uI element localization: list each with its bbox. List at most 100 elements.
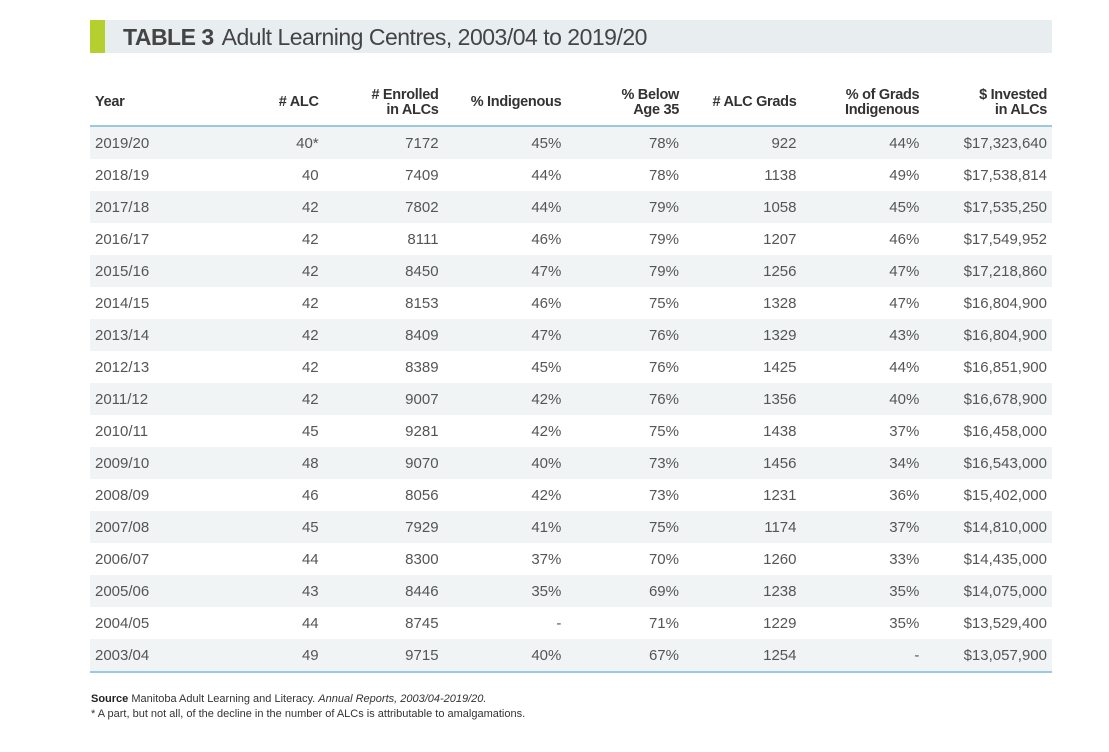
table-cell: 2018/19 <box>95 166 150 184</box>
column-header: % Below Age 35 <box>621 86 679 118</box>
table-cell: $16,458,000 <box>963 422 1047 440</box>
table-cell: 42% <box>531 422 562 440</box>
table-title-text: Adult Learning Centres, 2003/04 to 2019/… <box>221 24 648 50</box>
table-cell: 42% <box>531 486 562 504</box>
table-cell: 42 <box>301 358 319 376</box>
table-cell: 9070 <box>405 454 439 472</box>
table-cell: 7172 <box>405 134 439 152</box>
table-cell: $16,678,900 <box>963 390 1047 408</box>
table-cell: 41% <box>531 518 562 536</box>
column-header: % Indigenous <box>470 94 562 110</box>
table-cell: 8745 <box>405 614 439 632</box>
table-cell: 47% <box>889 262 920 280</box>
table-cell: 48 <box>301 454 319 472</box>
accent-bar <box>90 20 105 53</box>
table-cell: 33% <box>889 550 920 568</box>
data-table: Year # ALC # Enrolled in ALCs % Indigenous % … <box>90 80 1052 673</box>
table-cell: 1456 <box>763 454 797 472</box>
table-cell: $14,810,000 <box>963 518 1047 536</box>
table-cell: 8056 <box>405 486 439 504</box>
table-row: 2009/10 48 9070 40% 73% 1456 34% $16,543,000 <box>90 447 1052 479</box>
table-cell: 7409 <box>405 166 439 184</box>
table-cell: $17,549,952 <box>963 230 1047 248</box>
table-cell: 42 <box>301 262 319 280</box>
source-italic: Annual Reports, 2003/04-2019/20. <box>318 693 487 705</box>
source-note: Source Manitoba Adult Learning and Liter… <box>91 692 525 707</box>
table-cell: 76% <box>648 390 679 408</box>
table-cell: 2016/17 <box>95 230 150 248</box>
table-cell: 75% <box>648 294 679 312</box>
table-cell: 2015/16 <box>95 262 150 280</box>
table-cell: 78% <box>648 166 679 184</box>
table-cell: 47% <box>531 262 562 280</box>
table-cell: 2012/13 <box>95 358 150 376</box>
table-cell: 1254 <box>763 646 797 664</box>
table-row: 2007/08 45 7929 41% 75% 1174 37% $14,810,000 <box>90 511 1052 543</box>
column-header: Year <box>95 94 125 110</box>
table-cell: 35% <box>889 582 920 600</box>
table-cell: 37% <box>889 518 920 536</box>
table-cell: 2008/09 <box>95 486 150 504</box>
table-cell: 46% <box>889 230 920 248</box>
header-row: Year # ALC # Enrolled in ALCs % Indigenous % … <box>90 80 1052 126</box>
table-cell: 40 <box>301 166 319 184</box>
table-cell: 40% <box>531 454 562 472</box>
table-cell: 34% <box>889 454 920 472</box>
table-cell: 70% <box>648 550 679 568</box>
table-row: 2019/20 40* 7172 45% 78% 922 44% $17,323,640 <box>90 126 1052 159</box>
table-cell: 2009/10 <box>95 454 150 472</box>
table-cell: 1329 <box>763 326 797 344</box>
table-cell: 35% <box>889 614 920 632</box>
table-row: 2013/14 42 8409 47% 76% 1329 43% $16,804,900 <box>90 319 1052 351</box>
table-cell: 75% <box>648 422 679 440</box>
table-cell: 42 <box>301 198 319 216</box>
table-cell: 2011/12 <box>95 390 149 408</box>
table-row: 2011/12 42 9007 42% 76% 1356 40% $16,678,900 <box>90 383 1052 415</box>
column-header: # Enrolled in ALCs <box>371 86 439 118</box>
table-cell: 42 <box>301 390 319 408</box>
table-cell: 46% <box>531 294 562 312</box>
footnote: * A part, but not all, of the decline in… <box>91 708 526 720</box>
table-row: 2006/07 44 8300 37% 70% 1260 33% $14,435,000 <box>90 543 1052 575</box>
table-cell: $17,538,814 <box>963 166 1047 184</box>
table-row: 2008/09 46 8056 42% 73% 1231 36% $15,402,000 <box>90 479 1052 511</box>
table-cell: 44 <box>301 614 319 632</box>
table-cell: 1438 <box>763 422 797 440</box>
table-title-bar: TABLE 3 Adult Learning Centres, 2003/04 t… <box>90 20 1052 53</box>
table-cell: 1238 <box>763 582 797 600</box>
table-cell: $16,804,900 <box>963 294 1047 312</box>
table-row: 2015/16 42 8450 47% 79% 1256 47% $17,218,860 <box>90 255 1052 287</box>
table-cell: 2003/04 <box>95 646 150 664</box>
table-cell: 40* <box>296 134 319 152</box>
source-label: Source <box>91 693 129 705</box>
column-header: % of Grads Indigenous <box>844 86 920 118</box>
table-cell: $13,529,400 <box>963 614 1047 632</box>
table-number: TABLE 3 <box>123 24 214 50</box>
table-cell: 43% <box>889 326 920 344</box>
table-cell: $17,218,860 <box>963 262 1047 280</box>
table-cell: 1229 <box>763 614 797 632</box>
column-header: # ALC <box>278 94 319 110</box>
table-cell: 1425 <box>763 358 797 376</box>
table-cell: 2019/20 <box>95 134 150 152</box>
table-cell: 922 <box>771 134 797 152</box>
table-cell: 1174 <box>764 518 797 536</box>
table-cell: 79% <box>648 198 679 216</box>
table-cell: $14,075,000 <box>963 582 1047 600</box>
table-cell: 76% <box>648 326 679 344</box>
table-cell: 2010/11 <box>95 422 149 440</box>
table-cell: 8111 <box>407 230 439 248</box>
table-cell: $16,543,000 <box>963 454 1047 472</box>
column-header: $ Invested in ALCs <box>979 86 1047 118</box>
table-cell: 49 <box>301 646 319 664</box>
table-row: 2014/15 42 8153 46% 75% 1328 47% $16,804,900 <box>90 287 1052 319</box>
table-cell: $16,851,900 <box>963 358 1047 376</box>
table-row: 2017/18 42 7802 44% 79% 1058 45% $17,535,250 <box>90 191 1052 223</box>
table-cell: $14,435,000 <box>963 550 1047 568</box>
table-row: 2018/19 40 7409 44% 78% 1138 49% $17,538,814 <box>90 159 1052 191</box>
table-cell: 8153 <box>405 294 439 312</box>
table-cell: 42 <box>301 230 319 248</box>
table-cell: 73% <box>648 454 679 472</box>
table-row: 2005/06 43 8446 35% 69% 1238 35% $14,075,000 <box>90 575 1052 607</box>
table-cell: 46 <box>301 486 319 504</box>
